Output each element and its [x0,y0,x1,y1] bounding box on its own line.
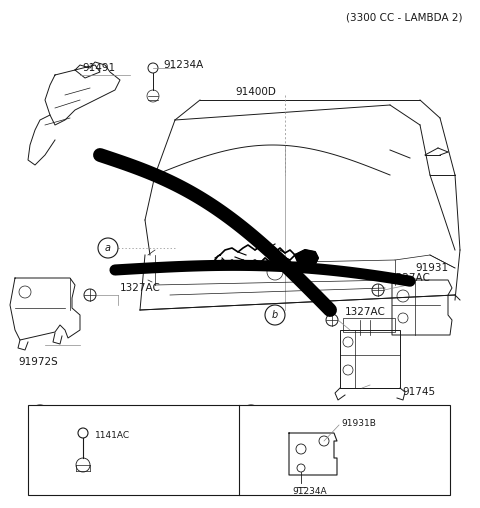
Text: 1327AC: 1327AC [345,307,386,317]
Circle shape [30,405,50,425]
Text: 91234A: 91234A [292,487,326,495]
Text: b: b [248,410,254,420]
Text: 91931: 91931 [415,263,448,273]
Text: 91972S: 91972S [18,357,58,367]
Bar [28,405,450,495]
Text: (3300 CC - LAMBDA 2): (3300 CC - LAMBDA 2) [346,12,462,22]
Text: 1141AC: 1141AC [95,431,130,440]
Text: b: b [272,310,278,320]
Bar [343,318,395,332]
Circle shape [265,305,285,325]
Text: 1327AC: 1327AC [390,273,431,283]
Text: 1327AC: 1327AC [120,283,161,293]
Text: 91491: 91491 [82,63,115,73]
Circle shape [98,238,118,258]
Circle shape [241,405,261,425]
Polygon shape [295,250,318,268]
Text: a: a [105,243,111,253]
Text: 91234A: 91234A [163,60,203,70]
Bar [340,330,400,388]
Text: 91400D: 91400D [235,87,276,97]
Text: 91931B: 91931B [341,419,376,428]
Text: a: a [37,410,43,420]
Text: 91745: 91745 [402,387,435,397]
